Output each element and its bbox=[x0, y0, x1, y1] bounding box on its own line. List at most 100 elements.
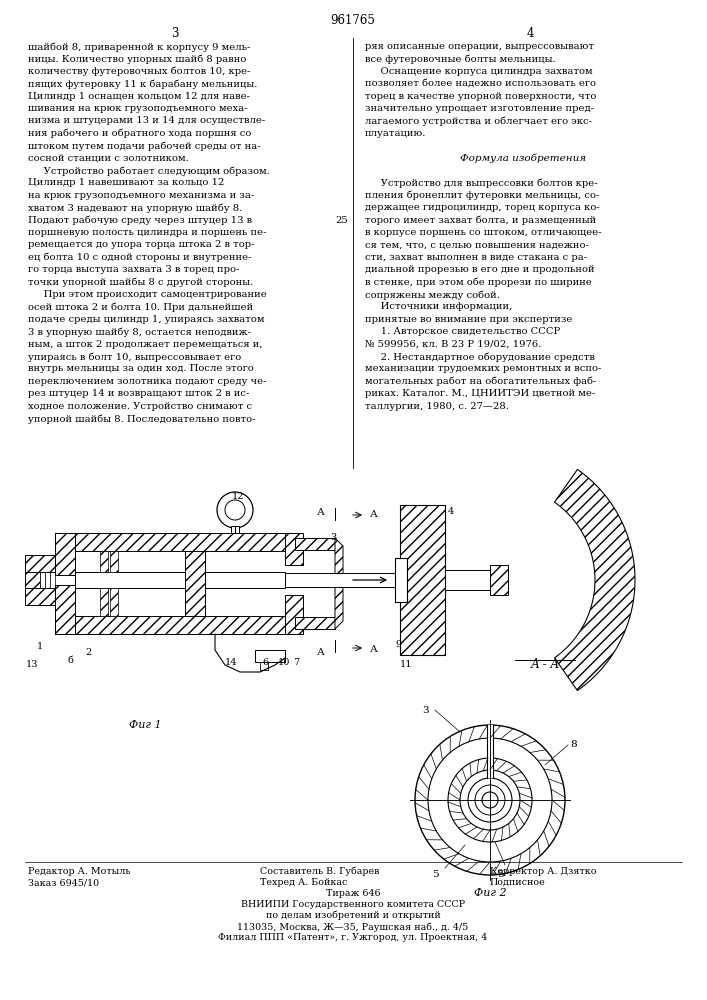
Text: на крюк грузоподъемного механизма и за-: на крюк грузоподъемного механизма и за- bbox=[28, 191, 255, 200]
Text: сти, захват выполнен в виде стакана с ра-: сти, захват выполнен в виде стакана с ра… bbox=[365, 253, 587, 262]
Bar bbox=[231, 526, 239, 533]
Text: поршневую полость цилиндра и поршень пе-: поршневую полость цилиндра и поршень пе- bbox=[28, 228, 267, 237]
Text: При этом происходит самоцентрирование: При этом происходит самоцентрирование bbox=[28, 290, 267, 299]
Text: позволяет более надежно использовать его: позволяет более надежно использовать его bbox=[365, 79, 596, 88]
Text: таллургии, 1980, с. 27—28.: таллургии, 1980, с. 27—28. bbox=[365, 402, 509, 411]
Text: Устройство работает следующим образом.: Устройство работает следующим образом. bbox=[28, 166, 270, 176]
Polygon shape bbox=[285, 573, 400, 587]
Text: ным, а шток 2 продолжает перемещаться и,: ным, а шток 2 продолжает перемещаться и, bbox=[28, 340, 262, 349]
Text: Филиал ППП «Патент», г. Ужгород, ул. Проектная, 4: Филиал ППП «Патент», г. Ужгород, ул. Про… bbox=[218, 933, 488, 942]
Polygon shape bbox=[25, 588, 55, 605]
Text: Подписное: Подписное bbox=[490, 878, 546, 887]
Text: упорной шайбы 8. Последовательно повто-: упорной шайбы 8. Последовательно повто- bbox=[28, 414, 255, 424]
Polygon shape bbox=[295, 617, 335, 629]
Text: 5: 5 bbox=[432, 870, 438, 879]
Text: в корпусе поршень со штоком, отличающее-: в корпусе поршень со штоком, отличающее- bbox=[365, 228, 602, 237]
Polygon shape bbox=[490, 565, 508, 595]
Polygon shape bbox=[400, 505, 445, 655]
Text: Оснащение корпуса цилиндра захватом: Оснащение корпуса цилиндра захватом bbox=[365, 67, 592, 76]
Polygon shape bbox=[100, 551, 108, 572]
Text: держащее гидроцилиндр, торец корпуса ко-: держащее гидроцилиндр, торец корпуса ко- bbox=[365, 203, 600, 212]
Text: Техред А. Бойкас: Техред А. Бойкас bbox=[260, 878, 347, 887]
Text: шивания на крюк грузоподъемного меха-: шивания на крюк грузоподъемного меха- bbox=[28, 104, 247, 113]
Bar bbox=[260, 662, 268, 670]
Text: риках. Каталог. М., ЦНИИТЭИ цветной ме-: риках. Каталог. М., ЦНИИТЭИ цветной ме- bbox=[365, 389, 595, 398]
Text: 25: 25 bbox=[335, 216, 348, 225]
Text: упираясь в болт 10, выпрессовывает его: упираясь в болт 10, выпрессовывает его bbox=[28, 352, 241, 361]
Text: ходное положение. Устройство снимают с: ходное положение. Устройство снимают с bbox=[28, 402, 252, 411]
Text: А: А bbox=[317, 648, 325, 657]
Polygon shape bbox=[487, 758, 493, 778]
Text: ния рабочего и обратного хода поршня со: ния рабочего и обратного хода поршня со bbox=[28, 129, 252, 138]
Text: принятые во внимание при экспертизе: принятые во внимание при экспертизе bbox=[365, 315, 573, 324]
Bar bbox=[395, 558, 407, 602]
Text: Устройство для выпрессовки болтов кре-: Устройство для выпрессовки болтов кре- bbox=[365, 178, 597, 188]
Text: ницы. Количество упорных шайб 8 равно: ницы. Количество упорных шайб 8 равно bbox=[28, 54, 246, 64]
Circle shape bbox=[460, 770, 520, 830]
Text: Составитель В. Губарев: Составитель В. Губарев bbox=[260, 867, 380, 876]
Text: 3: 3 bbox=[171, 27, 179, 40]
Text: Цилиндр 1 навешивают за кольцо 12: Цилиндр 1 навешивают за кольцо 12 bbox=[28, 178, 224, 187]
Text: б: б bbox=[68, 656, 74, 665]
Text: количеству футеровочных болтов 10, кре-: количеству футеровочных болтов 10, кре- bbox=[28, 67, 250, 76]
Text: Формула изобретения: Формула изобретения bbox=[460, 154, 587, 163]
Text: плуатацию.: плуатацию. bbox=[365, 129, 426, 138]
Circle shape bbox=[415, 725, 565, 875]
Text: Цилиндр 1 оснащен кольцом 12 для наве-: Цилиндр 1 оснащен кольцом 12 для наве- bbox=[28, 92, 250, 101]
Circle shape bbox=[482, 792, 498, 808]
Text: го торца выступа захвата 3 в торец про-: го торца выступа захвата 3 в торец про- bbox=[28, 265, 240, 274]
Text: торец в качестве упорной поверхности, что: торец в качестве упорной поверхности, чт… bbox=[365, 92, 597, 101]
Polygon shape bbox=[75, 572, 285, 588]
Text: ремещается до упора торца штока 2 в тор-: ремещается до упора торца штока 2 в тор- bbox=[28, 240, 255, 249]
Text: 3: 3 bbox=[423, 706, 429, 715]
Text: штоком путем подачи рабочей среды от на-: штоком путем подачи рабочей среды от на- bbox=[28, 141, 261, 151]
Polygon shape bbox=[40, 565, 45, 595]
Text: переключением золотника подают среду че-: переключением золотника подают среду че- bbox=[28, 377, 267, 386]
Text: 1: 1 bbox=[37, 642, 43, 651]
Text: А - А: А - А bbox=[530, 658, 560, 671]
Polygon shape bbox=[110, 588, 118, 616]
Text: № 599956, кл. В 23 Р 19/02, 1976.: № 599956, кл. В 23 Р 19/02, 1976. bbox=[365, 340, 542, 349]
Text: 10: 10 bbox=[278, 658, 291, 667]
Text: ВНИИПИ Государственного комитета СССР: ВНИИПИ Государственного комитета СССР bbox=[241, 900, 465, 909]
Text: Подают рабочую среду через штуцер 13 в: Подают рабочую среду через штуцер 13 в bbox=[28, 216, 252, 225]
Text: 9: 9 bbox=[395, 640, 401, 649]
Text: 14: 14 bbox=[225, 658, 238, 667]
Polygon shape bbox=[55, 533, 75, 575]
Text: подаче среды цилиндр 1, упираясь захватом: подаче среды цилиндр 1, упираясь захвато… bbox=[28, 315, 264, 324]
Text: А: А bbox=[370, 510, 378, 519]
Text: точки упорной шайбы 8 с другой стороны.: точки упорной шайбы 8 с другой стороны. bbox=[28, 278, 253, 287]
Text: в стенке, при этом обе прорези по ширине: в стенке, при этом обе прорези по ширине bbox=[365, 278, 592, 287]
Polygon shape bbox=[285, 533, 303, 565]
Text: 4: 4 bbox=[526, 27, 534, 40]
Text: пящих футеровку 11 к барабану мельницы.: пящих футеровку 11 к барабану мельницы. bbox=[28, 79, 257, 89]
Text: 8: 8 bbox=[570, 740, 577, 749]
Polygon shape bbox=[100, 588, 108, 616]
Text: сосной станции с золотником.: сосной станции с золотником. bbox=[28, 154, 189, 163]
Text: сопряжены между собой.: сопряжены между собой. bbox=[365, 290, 500, 300]
Text: хватом 3 надевают на упорную шайбу 8.: хватом 3 надевают на упорную шайбу 8. bbox=[28, 203, 243, 213]
Polygon shape bbox=[25, 555, 55, 572]
Text: Источники информации,: Источники информации, bbox=[365, 302, 513, 311]
Text: 5: 5 bbox=[497, 870, 503, 879]
Text: Заказ 6945/10: Заказ 6945/10 bbox=[28, 878, 99, 887]
Polygon shape bbox=[45, 565, 50, 595]
Text: лагаемого устройства и облегчает его экс-: лагаемого устройства и облегчает его экс… bbox=[365, 116, 592, 126]
Text: 3: 3 bbox=[330, 533, 337, 542]
Polygon shape bbox=[55, 533, 290, 551]
Text: ряя описанные операции, выпрессовывают: ряя описанные операции, выпрессовывают bbox=[365, 42, 594, 51]
Text: рез штуцер 14 и возвращают шток 2 в ис-: рез штуцер 14 и возвращают шток 2 в ис- bbox=[28, 389, 250, 398]
Text: осей штока 2 и болта 10. При дальнейшей: осей штока 2 и болта 10. При дальнейшей bbox=[28, 302, 253, 312]
Text: диальной прорезью в его дне и продольной: диальной прорезью в его дне и продольной bbox=[365, 265, 595, 274]
Text: механизации трудоемких ремонтных и вспо-: механизации трудоемких ремонтных и вспо- bbox=[365, 364, 602, 373]
Text: А: А bbox=[370, 645, 378, 654]
Polygon shape bbox=[50, 565, 55, 595]
Polygon shape bbox=[445, 570, 490, 590]
Polygon shape bbox=[110, 551, 118, 572]
Text: 7: 7 bbox=[293, 658, 299, 667]
Polygon shape bbox=[554, 469, 635, 691]
Text: 4: 4 bbox=[448, 507, 455, 516]
Text: могательных работ на обогатительных фаб-: могательных работ на обогатительных фаб- bbox=[365, 377, 597, 386]
Text: все футеровочные болты мельницы.: все футеровочные болты мельницы. bbox=[365, 54, 556, 64]
Text: значительно упрощает изготовление пред-: значительно упрощает изготовление пред- bbox=[365, 104, 594, 113]
